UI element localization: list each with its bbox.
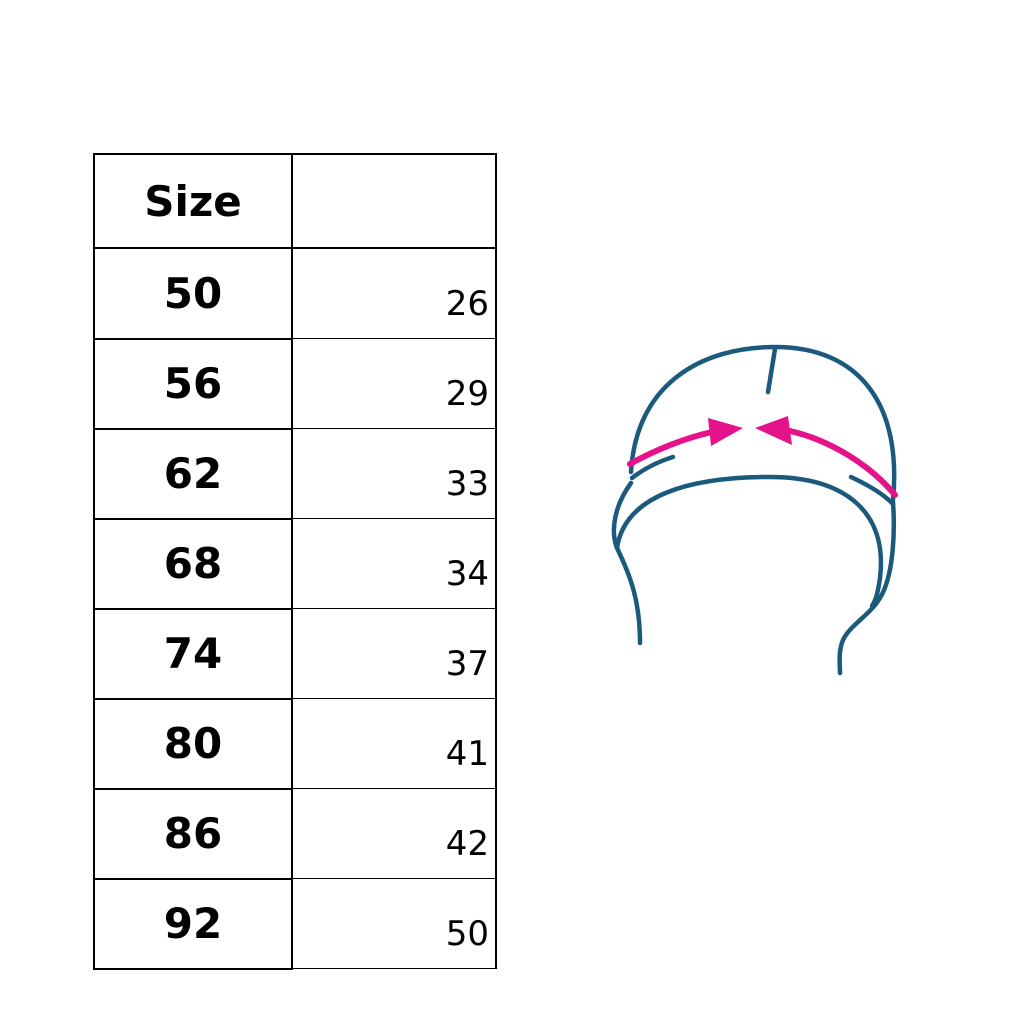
- arrow-right-shaft: [787, 428, 898, 498]
- table-row: 74 37: [93, 607, 497, 700]
- arrow-left-shaft: [627, 429, 715, 467]
- table-row: 50 26: [93, 247, 497, 340]
- value-cell: 42: [291, 788, 497, 879]
- size-cell: 68: [93, 517, 293, 610]
- size-cell: 56: [93, 337, 293, 430]
- size-cell: 86: [93, 787, 293, 880]
- size-cell: 74: [93, 607, 293, 700]
- size-cell: 92: [93, 877, 293, 970]
- table-row: 68 34: [93, 517, 497, 610]
- size-cell: 50: [93, 247, 293, 340]
- measure-arrows: [627, 416, 898, 498]
- value-cell: 50: [291, 878, 497, 969]
- table-row: 80 41: [93, 697, 497, 790]
- table-row: 86 42: [93, 787, 497, 880]
- size-cell: 80: [93, 697, 293, 790]
- arrow-right-head-icon: [708, 418, 743, 446]
- table-row: 62 33: [93, 427, 497, 520]
- value-cell: 33: [291, 428, 497, 519]
- value-cell: 41: [291, 698, 497, 789]
- table-row: 92 50: [93, 877, 497, 970]
- size-table: Size 50 26 56 29 62 33 68 34 74 37 80 41 86 42 …: [93, 153, 497, 970]
- table-row: 56 29: [93, 337, 497, 430]
- header-measure: [291, 153, 497, 249]
- value-cell: 26: [291, 247, 497, 339]
- header-size: Size: [93, 153, 293, 249]
- table-header-row: Size: [93, 153, 497, 249]
- hat-outline: [611, 344, 897, 676]
- arrow-left-head-icon: [755, 416, 792, 445]
- value-cell: 34: [291, 518, 497, 609]
- size-cell: 62: [93, 427, 293, 520]
- value-cell: 37: [291, 608, 497, 699]
- value-cell: 29: [291, 338, 497, 429]
